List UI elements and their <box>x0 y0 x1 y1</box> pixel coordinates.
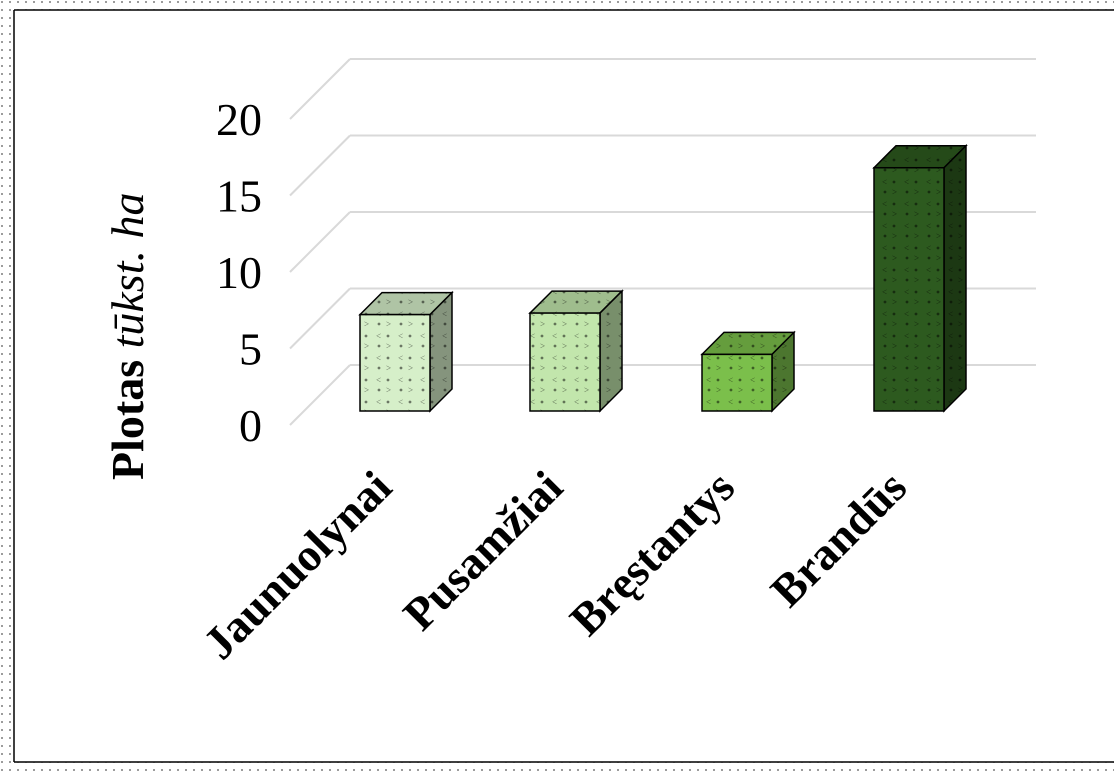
gridline-side <box>289 58 351 120</box>
bar <box>528 289 624 413</box>
bar-side-texture <box>430 292 452 411</box>
y-axis-label-italic: tūkst. ha <box>102 193 153 349</box>
gridline-side <box>289 287 351 350</box>
bar-top-texture <box>360 292 452 315</box>
bar-top-texture <box>530 291 622 314</box>
gridline-side <box>289 211 351 273</box>
gridline-side <box>289 364 351 426</box>
bar <box>700 330 796 413</box>
bar <box>872 143 968 413</box>
bar-front-texture <box>360 314 430 411</box>
bar-side-texture <box>772 332 794 411</box>
bar-top-texture <box>874 145 966 168</box>
bar-front-texture <box>530 313 600 411</box>
gridline-side <box>289 134 351 197</box>
bar-side-texture <box>944 145 966 412</box>
bar-front-texture <box>874 167 944 411</box>
y-axis-label-spacer <box>102 348 153 360</box>
bar <box>358 290 454 413</box>
y-axis-label-bold: Plotas <box>102 360 153 480</box>
bar-side-texture <box>600 291 622 411</box>
bar-top-texture <box>702 332 794 355</box>
y-tick-label: 20 <box>216 94 262 145</box>
y-tick-label: 0 <box>239 400 262 451</box>
y-tick-label: 10 <box>216 247 262 298</box>
bar-front-texture <box>702 354 772 411</box>
bars <box>358 143 968 413</box>
y-tick-label: 5 <box>239 324 262 375</box>
y-tick-labels: 0 5 10 15 20 <box>216 94 262 451</box>
y-axis-label: Plotas tūkst. ha <box>102 193 153 481</box>
y-tick-label: 15 <box>216 171 262 222</box>
